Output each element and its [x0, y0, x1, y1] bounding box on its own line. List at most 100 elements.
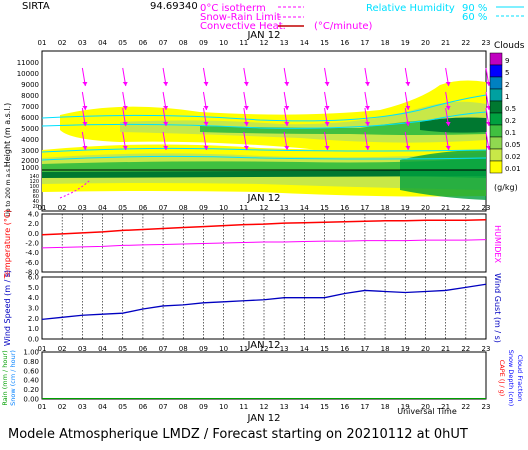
colorbar-label-0.2: 0.2: [505, 117, 516, 125]
wind-arrow-head: [82, 82, 88, 86]
wind-y-ticks: 6.0 5.0 4.0 3.0 2.0 1.0 0.0: [28, 274, 39, 344]
x-top-tick-07: 07: [159, 39, 168, 47]
x-clouds-tick-22: 22: [461, 204, 470, 212]
x-wind-tick-15: 15: [320, 345, 329, 353]
wind-ytick-3.0: 3.0: [28, 305, 39, 313]
x-top-tick-16: 16: [340, 39, 349, 47]
precip-date-label-bottom: JAN 12: [247, 413, 281, 424]
x-bottom-tick-20: 20: [421, 403, 430, 411]
wind-arrow-head: [203, 122, 209, 126]
wind-arrows: [81, 67, 491, 151]
snow-ylabel: Snow (cm / hour): [9, 350, 17, 406]
x-bottom-tick-23: 23: [482, 403, 491, 411]
humidex-line: [41, 239, 487, 249]
x-wind-tick-10: 10: [219, 345, 228, 353]
x-bottom-tick-02: 02: [58, 403, 67, 411]
x-bottom-tick-11: 11: [239, 403, 248, 411]
x-top-tick-15: 15: [320, 39, 329, 47]
cape-ylabel: CAPE (J / g): [498, 360, 506, 397]
x-clouds-tick-04: 04: [98, 204, 107, 212]
x-bottom-tick-10: 10: [219, 403, 228, 411]
temperature-grid: [61, 214, 467, 272]
x-clouds-tick-12: 12: [260, 204, 269, 212]
temperature-panel: 4.02.0 0.0 -2.0-4.0 -6.0 -8.0 Temperature (°…: [3, 209, 502, 279]
x-top-tick-18: 18: [381, 39, 390, 47]
wind-arrow-head: [324, 82, 330, 86]
temperature-ylabel: Temperature (°C): [3, 209, 12, 279]
wind-ytick-2.0: 2.0: [28, 315, 39, 323]
colorbar-label-2: 2: [505, 81, 509, 89]
x-bottom-tick-04: 04: [98, 403, 107, 411]
precip-ytick-1.00: 1.00: [23, 349, 39, 357]
colorbar-label-9: 9: [505, 57, 509, 65]
x-bottom-tick-18: 18: [381, 403, 390, 411]
x-wind-tick-23: 23: [482, 345, 491, 353]
x-wind-tick-16: 16: [340, 345, 349, 353]
temp-ytick--8.0: -8.0: [25, 269, 39, 277]
x-top-tick-10: 10: [219, 39, 228, 47]
legend-isotherm-label: 0°C isotherm: [200, 3, 266, 14]
precip-xlabel: Universal Time: [397, 407, 457, 416]
wind-panel: 6.0 5.0 4.0 3.0 2.0 1.0 0.0 Wind Speed (m / s)…: [3, 270, 502, 353]
wind-arrow-head: [445, 106, 451, 110]
colorbar-cell: [489, 88, 503, 102]
x-top-tick-17: 17: [360, 39, 369, 47]
wind-arrow-head: [203, 146, 209, 150]
clouds-ytick-low-60: 60: [33, 194, 39, 200]
station-name: SIRTA: [22, 1, 50, 12]
colorbar-label-0.01: 0.01: [505, 165, 521, 173]
wind-arrow-head: [82, 106, 88, 110]
x-wind-tick-03: 03: [78, 345, 87, 353]
colorbar-label-0.05: 0.05: [505, 141, 521, 149]
precip-panel: 1.000.800.60 0.400.20 0.00 JAN 12 JAN 12 U…: [1, 340, 524, 424]
x-wind-tick-04: 04: [98, 345, 107, 353]
x-wind-tick-06: 06: [138, 345, 147, 353]
wind-arrow-head: [203, 82, 209, 86]
x-bottom-tick-22: 22: [461, 403, 470, 411]
x-clouds-tick-07: 07: [159, 204, 168, 212]
x-wind-tick-11: 11: [239, 345, 248, 353]
x-clouds-tick-14: 14: [300, 204, 309, 212]
x-top-tick-20: 20: [421, 39, 430, 47]
clouds-ytick-low-20: 20: [33, 204, 39, 210]
x-clouds-tick-03: 03: [78, 204, 87, 212]
precip-date-label: JAN 12: [247, 340, 281, 351]
x-wind-tick-14: 14: [300, 345, 309, 353]
wind-arrow-head: [364, 146, 370, 150]
x-bottom-tick-14: 14: [300, 403, 309, 411]
colorbar-label-5: 5: [505, 69, 509, 77]
legend-heat-units: (°C/minute): [314, 21, 373, 32]
x-top-tick-09: 09: [199, 39, 208, 47]
x-wind-tick-22: 22: [461, 345, 470, 353]
clouds-ytick-low-100: 100: [29, 184, 39, 190]
precip-plot-area: [41, 351, 487, 400]
x-ticks-bottom: 01 02 03 04 05 06 07 08 09 10 11 12 13 14 15 16 17 18 19 20…: [38, 403, 491, 411]
x-top-tick-11: 11: [239, 39, 248, 47]
wind-arrow-head: [405, 106, 411, 110]
x-wind-tick-07: 07: [159, 345, 168, 353]
x-clouds-tick-18: 18: [381, 204, 390, 212]
x-clouds-tick-15: 15: [320, 204, 329, 212]
cloudfrac-ylabel: Cloud Fraction: [516, 355, 524, 402]
x-clouds-tick-10: 10: [219, 204, 228, 212]
temperature-y-ticks: 4.02.0 0.0 -2.0-4.0 -6.0 -8.0: [25, 211, 39, 277]
wind-arrow-head: [243, 122, 249, 126]
x-clouds-tick-02: 02: [58, 204, 67, 212]
x-bottom-tick-06: 06: [138, 403, 147, 411]
wind-ytick-6.0: 6.0: [28, 274, 39, 282]
colorbar-units: (g/kg): [494, 183, 518, 192]
wind-ytick-4.0: 4.0: [28, 294, 39, 302]
wind-arrow-head: [324, 106, 330, 110]
clouds-ylabel: Height (m a.s.l.): [3, 103, 12, 168]
x-top-tick-12: 12: [260, 39, 269, 47]
x-top-tick-04: 04: [98, 39, 107, 47]
wind-arrow-head: [82, 122, 88, 126]
x-wind-tick-13: 13: [280, 345, 289, 353]
wind-arrow-head: [203, 106, 209, 110]
clouds-ytick-low-80: 80: [33, 189, 39, 195]
temp-ytick-2.0: 2.0: [28, 220, 39, 228]
x-wind-tick-19: 19: [401, 345, 410, 353]
clouds-date-label-bottom: JAN 12: [247, 193, 281, 204]
colorbar-cell: [489, 100, 503, 114]
temp-ytick--2.0: -2.0: [25, 240, 39, 248]
